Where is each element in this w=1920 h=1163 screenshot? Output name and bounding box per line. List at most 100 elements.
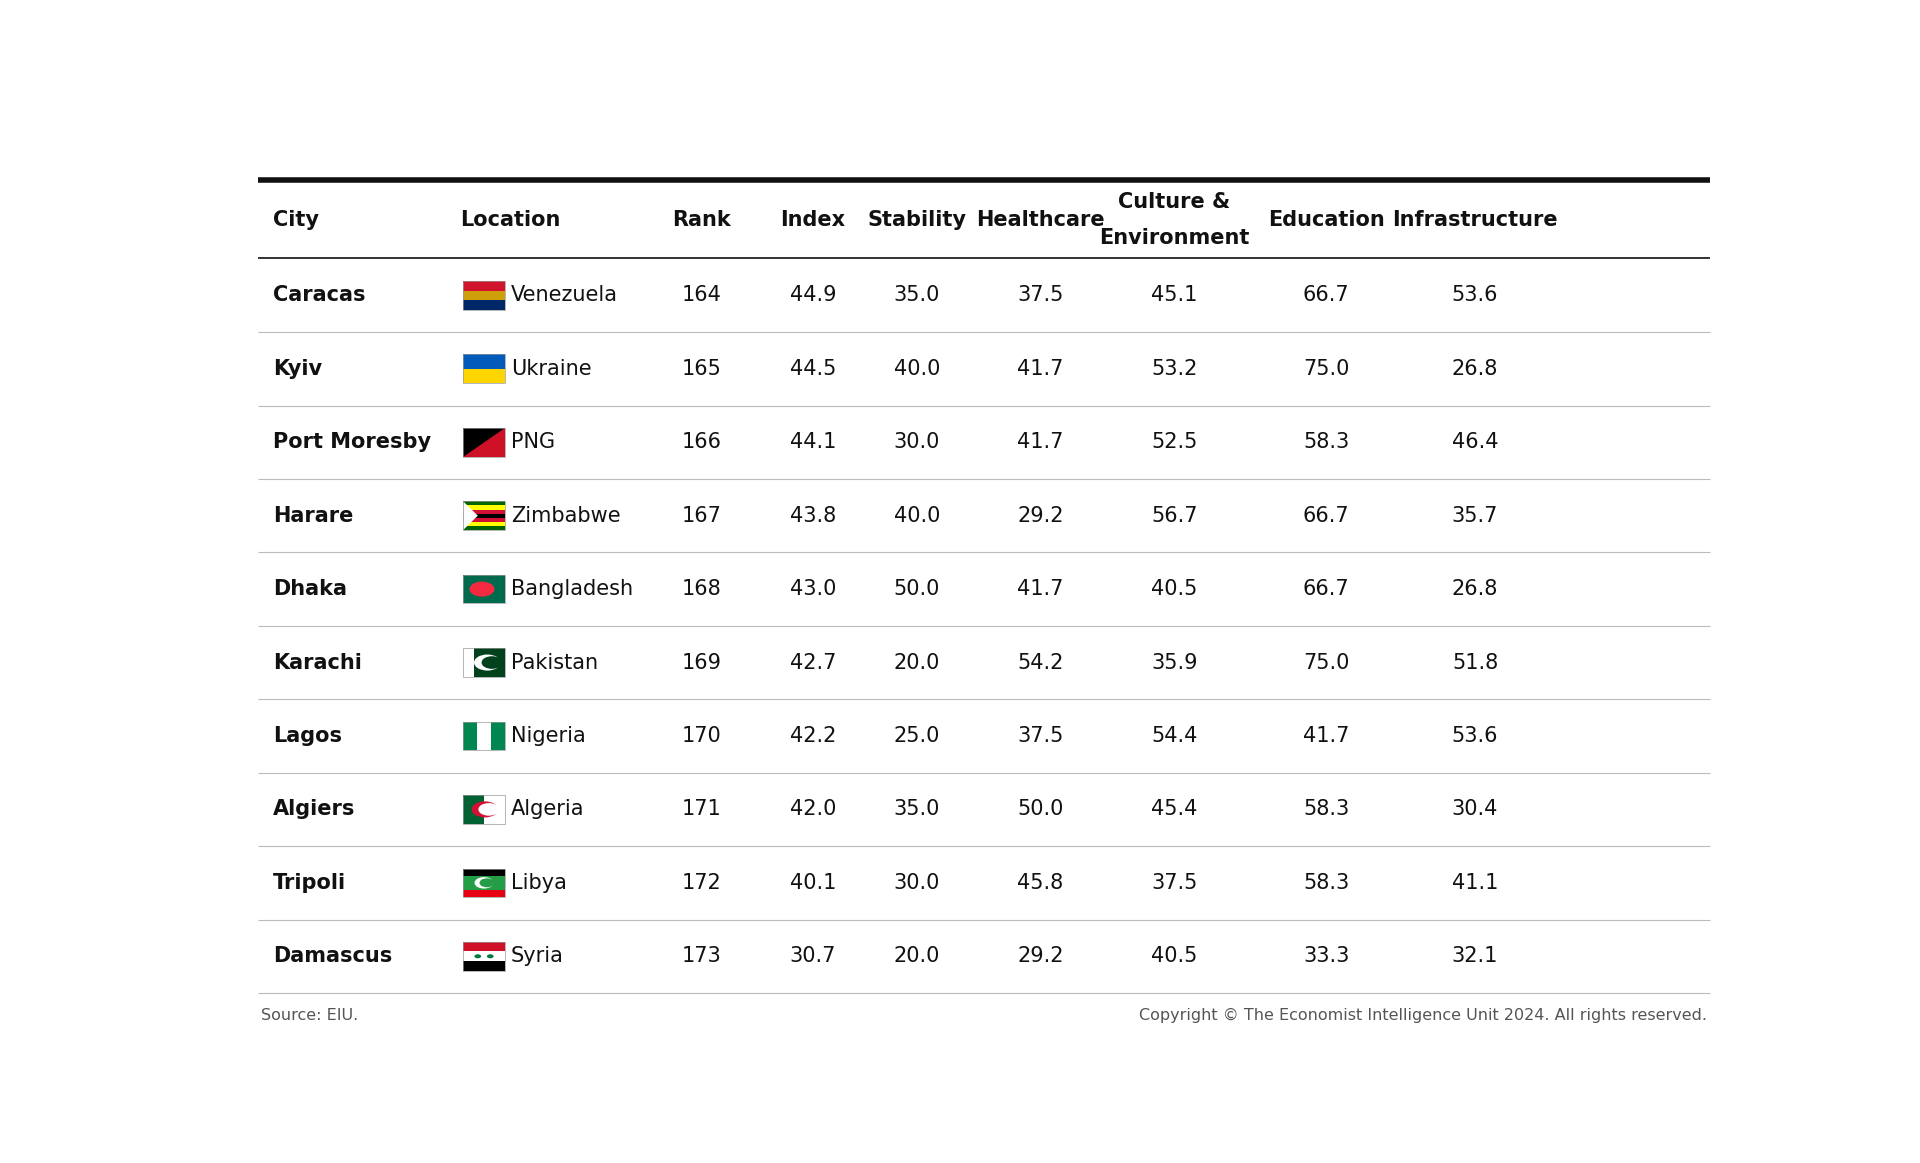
Text: Damascus: Damascus	[273, 947, 392, 966]
Text: 40.5: 40.5	[1152, 947, 1198, 966]
Bar	[463, 942, 505, 951]
Text: 51.8: 51.8	[1452, 652, 1498, 672]
Circle shape	[478, 804, 499, 815]
Bar	[463, 506, 505, 509]
Text: 30.0: 30.0	[895, 873, 941, 893]
Bar	[463, 501, 505, 530]
Text: 41.7: 41.7	[1018, 359, 1064, 379]
Bar	[463, 369, 505, 383]
Text: 170: 170	[682, 726, 722, 745]
Bar	[484, 795, 505, 823]
Text: Healthcare: Healthcare	[975, 211, 1104, 230]
Text: Port Moresby: Port Moresby	[273, 433, 430, 452]
Text: 20.0: 20.0	[895, 947, 941, 966]
Bar	[463, 518, 505, 522]
Text: 171: 171	[682, 799, 722, 820]
Text: 32.1: 32.1	[1452, 947, 1498, 966]
Text: 41.7: 41.7	[1018, 433, 1064, 452]
Bar	[463, 942, 505, 971]
Text: Source: EIU.: Source: EIU.	[261, 1008, 359, 1023]
Text: 29.2: 29.2	[1018, 506, 1064, 526]
Text: 20.0: 20.0	[895, 652, 941, 672]
Text: 75.0: 75.0	[1304, 359, 1350, 379]
Text: Dhaka: Dhaka	[273, 579, 348, 599]
Text: Infrastructure: Infrastructure	[1392, 211, 1557, 230]
Text: Stability: Stability	[868, 211, 966, 230]
Bar	[463, 501, 505, 506]
Text: 173: 173	[682, 947, 722, 966]
Text: 41.7: 41.7	[1304, 726, 1350, 745]
Bar	[463, 428, 505, 457]
Text: Lagos: Lagos	[273, 726, 342, 745]
Text: Pakistan: Pakistan	[511, 652, 597, 672]
Circle shape	[470, 582, 495, 597]
Text: Rank: Rank	[672, 211, 732, 230]
Bar	[463, 428, 505, 457]
Bar	[463, 795, 505, 823]
Text: 30.0: 30.0	[895, 433, 941, 452]
Bar	[463, 514, 505, 518]
Bar	[463, 522, 505, 526]
Text: 42.2: 42.2	[789, 726, 835, 745]
Text: City: City	[273, 211, 319, 230]
Circle shape	[472, 801, 497, 818]
Bar	[463, 281, 505, 291]
Text: 58.3: 58.3	[1304, 873, 1350, 893]
Bar	[463, 721, 476, 750]
Text: Zimbabwe: Zimbabwe	[511, 506, 620, 526]
Bar	[463, 876, 505, 890]
Text: Index: Index	[780, 211, 845, 230]
Bar	[463, 575, 505, 604]
Text: 58.3: 58.3	[1304, 799, 1350, 820]
Text: Culture &: Culture &	[1117, 192, 1231, 212]
Text: 37.5: 37.5	[1018, 726, 1064, 745]
Bar	[463, 951, 505, 961]
Text: 66.7: 66.7	[1304, 506, 1350, 526]
Bar	[463, 509, 505, 514]
Text: 168: 168	[682, 579, 722, 599]
Circle shape	[488, 955, 493, 958]
Text: 26.8: 26.8	[1452, 359, 1498, 379]
Text: 169: 169	[682, 652, 722, 672]
Text: 58.3: 58.3	[1304, 433, 1350, 452]
Bar	[463, 961, 505, 971]
Text: 44.5: 44.5	[789, 359, 835, 379]
Text: 25.0: 25.0	[895, 726, 941, 745]
Text: Tripoli: Tripoli	[273, 873, 346, 893]
Text: 172: 172	[682, 873, 722, 893]
Text: Karachi: Karachi	[273, 652, 361, 672]
Circle shape	[474, 877, 493, 889]
Text: Nigeria: Nigeria	[511, 726, 586, 745]
Text: Caracas: Caracas	[273, 285, 365, 306]
Circle shape	[482, 656, 503, 669]
Bar	[463, 300, 505, 309]
Text: 43.0: 43.0	[789, 579, 835, 599]
Text: 45.4: 45.4	[1152, 799, 1198, 820]
Text: 75.0: 75.0	[1304, 652, 1350, 672]
Bar	[463, 648, 505, 677]
Text: 35.7: 35.7	[1452, 506, 1498, 526]
Text: Kyiv: Kyiv	[273, 359, 323, 379]
Text: 45.1: 45.1	[1152, 285, 1198, 306]
Text: 42.0: 42.0	[789, 799, 835, 820]
Text: 164: 164	[682, 285, 722, 306]
Text: 26.8: 26.8	[1452, 579, 1498, 599]
Bar	[463, 281, 505, 309]
Text: 37.5: 37.5	[1152, 873, 1198, 893]
Text: 66.7: 66.7	[1304, 285, 1350, 306]
Text: 30.4: 30.4	[1452, 799, 1498, 820]
Text: 40.5: 40.5	[1152, 579, 1198, 599]
Text: 29.2: 29.2	[1018, 947, 1064, 966]
Text: 50.0: 50.0	[895, 579, 941, 599]
Text: 44.1: 44.1	[789, 433, 835, 452]
Text: 40.1: 40.1	[789, 873, 835, 893]
Text: 166: 166	[682, 433, 722, 452]
Text: 54.2: 54.2	[1018, 652, 1064, 672]
Text: 41.1: 41.1	[1452, 873, 1498, 893]
Text: 66.7: 66.7	[1304, 579, 1350, 599]
Text: Algiers: Algiers	[273, 799, 355, 820]
Text: 53.6: 53.6	[1452, 285, 1498, 306]
Text: 35.0: 35.0	[895, 799, 941, 820]
Text: Copyright © The Economist Intelligence Unit 2024. All rights reserved.: Copyright © The Economist Intelligence U…	[1139, 1008, 1707, 1023]
Text: 33.3: 33.3	[1304, 947, 1350, 966]
